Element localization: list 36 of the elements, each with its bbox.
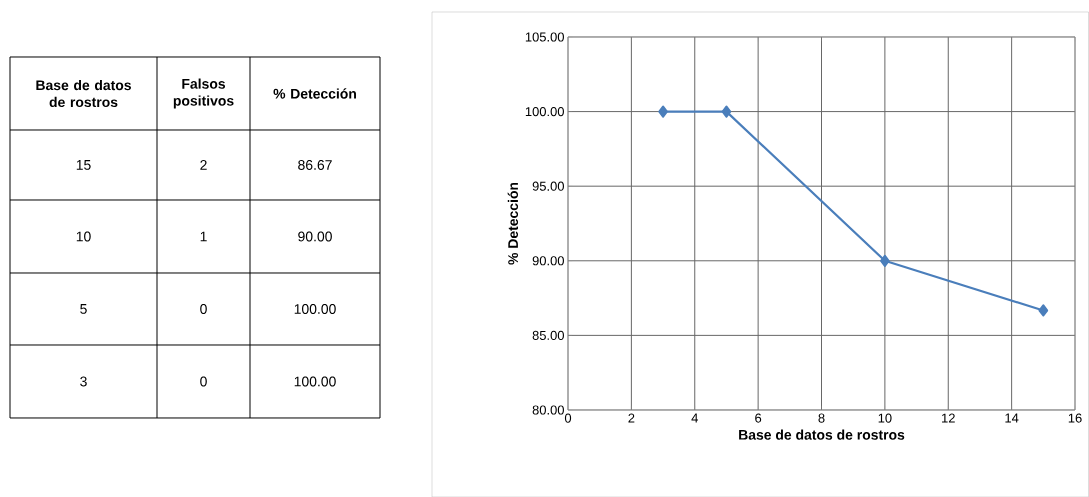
y-tick-label: 95.00 bbox=[532, 181, 564, 191]
x-tick-label: 6 bbox=[755, 413, 762, 423]
text: 5 bbox=[80, 304, 87, 314]
text: 15 bbox=[76, 160, 91, 170]
text: Base de datos de rostros bbox=[36, 79, 131, 108]
text: 90.00 bbox=[298, 231, 332, 242]
y-tick-label: 90.00 bbox=[532, 256, 564, 266]
point bbox=[658, 105, 668, 118]
text: 100.00 bbox=[294, 304, 336, 314]
text: 10 bbox=[76, 231, 91, 242]
point bbox=[1038, 304, 1049, 317]
x-tick-label: 12 bbox=[942, 413, 955, 423]
text: 100.00 bbox=[294, 376, 336, 387]
x-tick-label: 0 bbox=[564, 413, 572, 423]
x-tick-label: 10 bbox=[878, 413, 892, 423]
y-tick-label: 100.00 bbox=[525, 107, 564, 117]
x-tick-label: 8 bbox=[818, 413, 825, 423]
text: 2 bbox=[200, 160, 207, 170]
x-tick-label: 2 bbox=[628, 413, 635, 423]
y-tick-label: 105.00 bbox=[525, 32, 564, 42]
text: % Detección bbox=[273, 88, 356, 99]
x-tick-label: 16 bbox=[1068, 413, 1082, 423]
text: Falsos positivos bbox=[173, 78, 234, 109]
x-axis-title: Base de datos de rostros bbox=[739, 429, 905, 440]
y-tick-label: 80.00 bbox=[532, 405, 564, 415]
text: 86.67 bbox=[298, 160, 332, 170]
x-tick-label: 14 bbox=[1005, 413, 1019, 423]
point bbox=[721, 105, 732, 118]
text: 1 bbox=[200, 231, 207, 242]
y-axis-title: % Detección bbox=[507, 182, 519, 265]
text: 0 bbox=[200, 376, 207, 387]
x-tick-label: 4 bbox=[691, 413, 698, 423]
y-tick-label: 85.00 bbox=[532, 330, 564, 340]
text: 0 bbox=[200, 304, 207, 314]
text: 3 bbox=[80, 376, 87, 387]
point bbox=[880, 254, 890, 267]
